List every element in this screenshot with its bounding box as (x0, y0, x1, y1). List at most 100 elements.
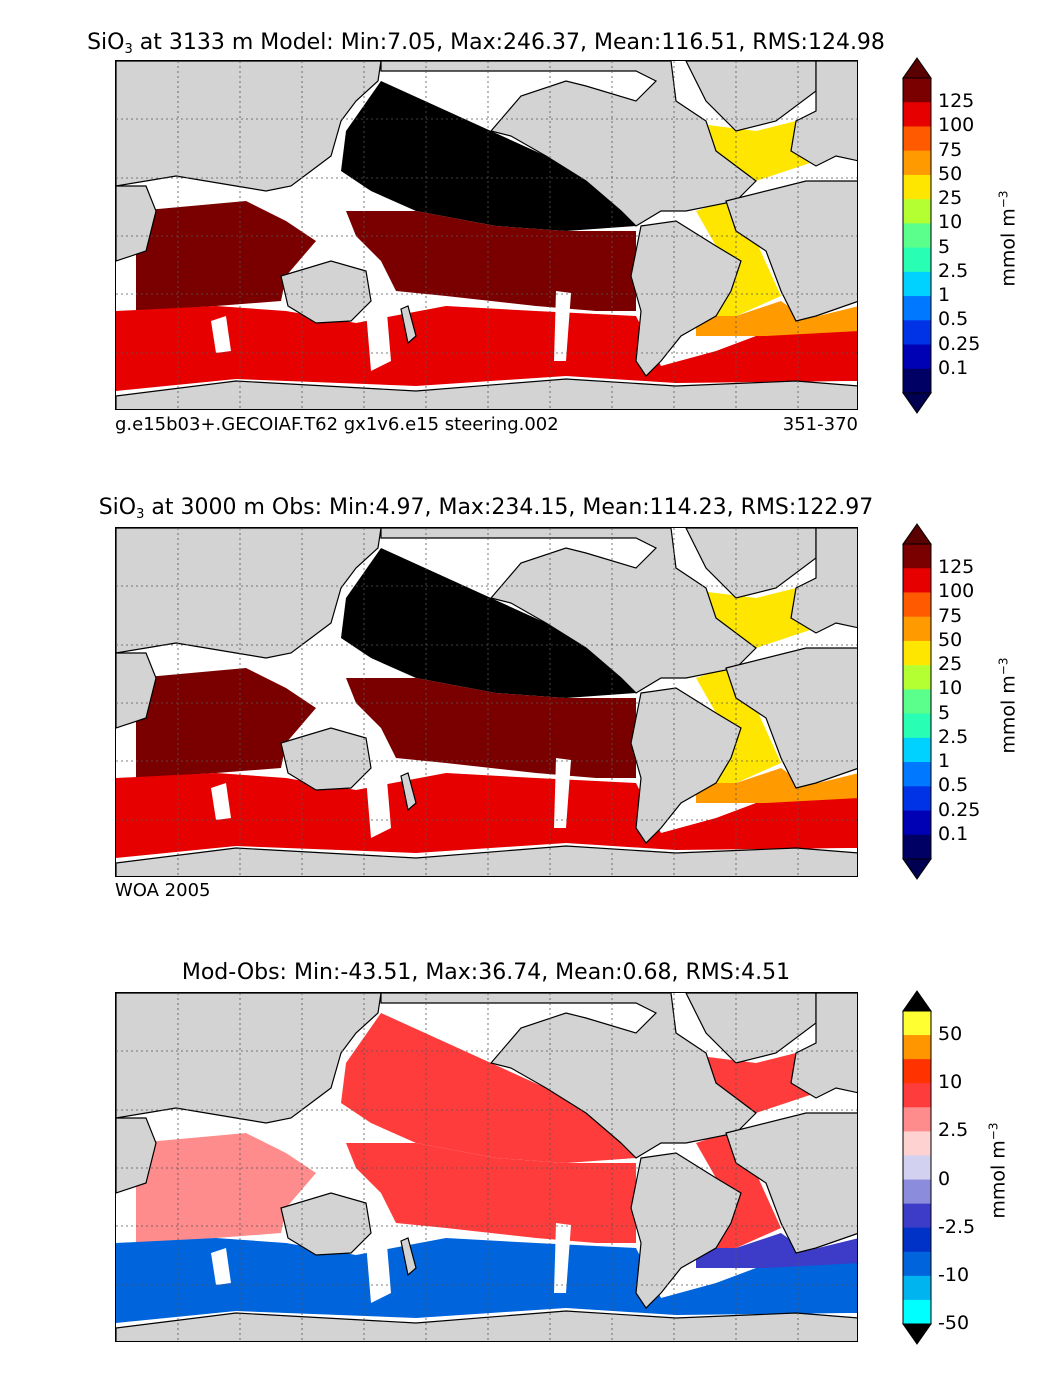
colorbar-swatch (903, 762, 931, 787)
colorbar-tick-label: 0.25 (938, 332, 981, 355)
model-run-name: g.e15b03+.GECOIAF.T62 gx1v6.e15 steering… (115, 414, 559, 435)
colorbar-swatch (903, 786, 931, 812)
colorbar-swatch (903, 320, 931, 346)
obs-source: WOA 2005 (115, 880, 211, 901)
colorbar-tick-label: 25 (938, 653, 963, 676)
new-zealand-landmass (400, 305, 417, 345)
colorbar-tick-label: 25 (938, 187, 963, 210)
colorbar-tick-label: 0 (938, 1167, 951, 1190)
missing-data-patch (366, 1233, 391, 1303)
colorbar-tick-label: 10 (938, 1071, 963, 1094)
colorbar-tick-label: 0.25 (938, 798, 981, 821)
colorbar-tick-label: 1 (938, 284, 951, 307)
africa-landmass (725, 180, 857, 322)
pacific-south-region (346, 1143, 636, 1243)
colorbar-swatch (903, 102, 931, 127)
colorbar-tick-label: 0.5 (938, 308, 969, 331)
colorbar-swatch (903, 247, 931, 273)
pacific-north-region (341, 1013, 636, 1163)
colorbar-swatch (903, 223, 931, 249)
europe-asia-landmass (116, 61, 382, 192)
colorbar-swatch (903, 296, 931, 321)
colorbar-tick-label: 0.1 (938, 822, 969, 845)
north-america-landmass (380, 528, 757, 694)
new-zealand-landmass (400, 772, 417, 812)
missing-data-patch (554, 291, 571, 361)
southern-region (116, 306, 857, 391)
colorbar-over-arrow (902, 990, 932, 1012)
colorbar-swatch (903, 1155, 931, 1181)
greenland-landmass (685, 61, 817, 132)
north-america-landmass (380, 993, 757, 1159)
missing-data-patch (366, 768, 391, 838)
colorbar-tick-label: 50 (938, 1023, 963, 1046)
south-america-landmass (630, 1152, 742, 1309)
colorbar-over-arrow (902, 523, 932, 545)
colorbar-swatch (903, 1011, 931, 1036)
diff-colorbar (902, 990, 932, 1345)
colorbar-tick-label: 0.1 (938, 356, 969, 379)
colorbar-tick-label: 10 (938, 211, 963, 234)
colorbar-tick-label: 2.5 (938, 1119, 969, 1142)
colorbar-tick-label: 1 (938, 750, 951, 773)
colorbar-swatch (903, 126, 931, 152)
colorbar-swatch (903, 174, 931, 200)
colorbar-under-arrow (902, 392, 932, 414)
north-america-landmass (380, 61, 757, 227)
indian-region (136, 201, 316, 311)
colorbar-swatch (903, 1083, 931, 1108)
africa-landmass (725, 647, 857, 789)
africa-west-landmass (116, 652, 157, 729)
africa-west-landmass (116, 1117, 157, 1194)
colorbar-tick-label: 50 (938, 162, 963, 185)
colorbar-tick-label: 125 (938, 556, 975, 579)
indian-region (136, 1133, 316, 1243)
europe-east-landmass (790, 61, 857, 167)
colorbar-tick-label: 125 (938, 90, 975, 113)
southern-region (116, 1238, 857, 1323)
model-colorbar-unit: mmol m−3 (996, 190, 1020, 287)
colorbar-swatch (903, 1131, 931, 1156)
antarctica-landmass (116, 845, 857, 876)
colorbar-swatch (903, 1179, 931, 1205)
colorbar-swatch (903, 344, 931, 370)
colorbar-tick-label: 75 (938, 138, 963, 161)
colorbar-tick-label: 75 (938, 604, 963, 627)
colorbar-swatch (903, 737, 931, 763)
colorbar-tick-label: -2.5 (938, 1215, 976, 1238)
colorbar-swatch (903, 271, 931, 297)
colorbar-swatch (903, 568, 931, 593)
diff-map (115, 992, 858, 1342)
antarctica-landmass (116, 378, 857, 409)
colorbar-swatch (903, 368, 931, 394)
model-title: SiO3 at 3133 m Model: Min:7.05, Max:246.… (87, 30, 885, 57)
africa-landmass (725, 1112, 857, 1254)
missing-data-patch (554, 758, 571, 828)
colorbar-swatch (903, 616, 931, 642)
colorbar-tick-label: 0.5 (938, 774, 969, 797)
obs-title: SiO3 at 3000 m Obs: Min:4.97, Max:234.15… (98, 495, 874, 522)
colorbar-swatch (903, 713, 931, 739)
obs-colorbar (902, 523, 932, 880)
colorbar-swatch (903, 1107, 931, 1132)
greenland-landmass (685, 993, 817, 1064)
obs-map (115, 527, 858, 877)
pacific-south-region (346, 211, 636, 311)
south-america-landmass (630, 687, 742, 844)
colorbar-swatch (903, 834, 931, 860)
europe-east-landmass (790, 993, 857, 1099)
colorbar-under-arrow (902, 1323, 932, 1345)
colorbar-swatch (903, 1275, 931, 1301)
colorbar-tick-label: -50 (938, 1312, 970, 1334)
missing-data-patch (211, 1248, 231, 1285)
diff-title: Mod-Obs: Min:-43.51, Max:36.74, Mean:0.6… (181, 960, 791, 985)
colorbar-tick-label: 2.5 (938, 725, 969, 748)
colorbar-swatch (903, 665, 931, 690)
colorbar-tick-label: 5 (938, 235, 951, 258)
indian-region (136, 668, 316, 778)
greenland-landmass (685, 528, 817, 599)
colorbar-swatch (903, 689, 931, 715)
colorbar-swatch (903, 1227, 931, 1253)
colorbar-tick-label: 100 (938, 580, 975, 603)
europe-asia-landmass (116, 993, 382, 1124)
